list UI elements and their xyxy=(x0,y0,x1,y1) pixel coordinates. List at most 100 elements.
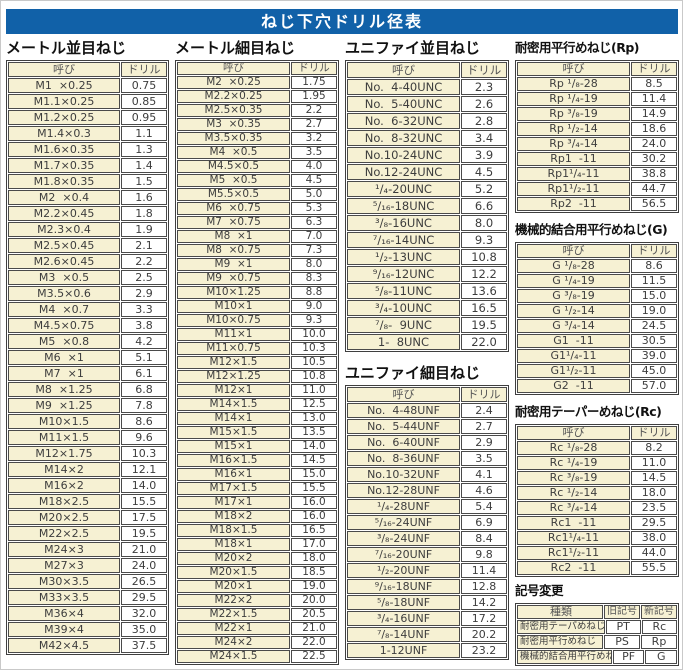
thread-name-cell: Rc ¹/₈-28 xyxy=(517,441,630,455)
table-row: No. 4-48UNF 2.4 xyxy=(347,403,507,418)
table-row: ¹/₂-13UNC 10.8 xyxy=(347,249,507,265)
value-cell: 14.0 xyxy=(291,440,337,453)
thread-name-cell: Rp ¹/₂-14 xyxy=(517,122,630,136)
value-cell: 21.0 xyxy=(121,542,167,557)
value-cell: 38.8 xyxy=(631,167,677,181)
table-row: M22×1 21.0 xyxy=(177,622,337,635)
table-row: 1- 8UNC 22.0 xyxy=(347,334,507,350)
table-row: Rp1 -11 30.2 xyxy=(517,152,677,166)
table-row: ⁷/₁₆-20UNF 9.8 xyxy=(347,547,507,562)
table-row: M12×1.75 10.3 xyxy=(8,446,167,461)
thread-name-cell: G ³/₄-14 xyxy=(517,319,630,333)
table-body: No. 4-40UNC 2.3 No. 5-40UNC 2.6 No. 6-32UNC 2… xyxy=(347,79,507,350)
value-cell: 0.85 xyxy=(121,94,167,109)
table-row: M30×3.5 26.5 xyxy=(8,574,167,589)
thread-name-cell: M8 ×1.25 xyxy=(8,382,120,397)
table-row: No.12-28UNF 4.6 xyxy=(347,483,507,498)
value-cell: 3.9 xyxy=(461,147,507,163)
thread-name-cell: Rc ³/₄-14 xyxy=(517,501,630,515)
value-cell: 6.9 xyxy=(461,515,507,530)
value-cell: 5.1 xyxy=(121,350,167,365)
value-cell: 8.6 xyxy=(121,414,167,429)
table-header-row: 呼び ドリル xyxy=(347,62,507,78)
table-header-row: 呼び ドリル xyxy=(517,244,677,258)
thread-name-cell: M1 ×0.25 xyxy=(8,78,120,93)
thread-name-cell: M24×2 xyxy=(177,636,290,649)
value-cell: 4.2 xyxy=(121,334,167,349)
value-cell: 1.1 xyxy=(121,126,167,141)
value-cell: 2.2 xyxy=(121,254,167,269)
value-cell: 16.0 xyxy=(291,510,337,523)
value-cell: 26.5 xyxy=(121,574,167,589)
table-row: M20×2.5 17.5 xyxy=(8,510,167,525)
value-cell: 5.2 xyxy=(461,181,507,197)
value-cell: 6.6 xyxy=(461,198,507,214)
thread-name-cell: ¹/₄-20UNC xyxy=(347,181,460,197)
table-body: No. 4-48UNF 2.4 No. 5-44UNF 2.7 No. 6-40UNF 2… xyxy=(347,403,507,658)
table-row: ⁷/₁₆-14UNC 9.3 xyxy=(347,232,507,248)
thread-name-cell: M18×1.5 xyxy=(177,524,290,537)
table-row: M8 ×0.75 7.3 xyxy=(177,244,337,257)
table-row: M14×1.5 12.5 xyxy=(177,398,337,411)
value-cell: 1.6 xyxy=(121,190,167,205)
value-cell: 7.3 xyxy=(291,244,337,257)
value-cell: 2.7 xyxy=(291,118,337,131)
table-unified-coarse: 呼び ドリル No. 4-40UNC 2.3 No. 5-40UNC 2.6 No. 6… xyxy=(345,60,509,352)
thread-name-cell: 耐密用テーパめねじ xyxy=(517,620,605,634)
table-row: ⁹/₁₆-12UNC 12.2 xyxy=(347,266,507,282)
thread-name-cell: M30×3.5 xyxy=(8,574,120,589)
value-cell: 3.2 xyxy=(291,132,337,145)
table-row: M2.6×0.45 2.2 xyxy=(8,254,167,269)
thread-name-cell: M39×4 xyxy=(8,622,120,637)
table-row: M12×1.25 10.8 xyxy=(177,370,337,383)
value-cell: 1.75 xyxy=(291,76,337,89)
table-row: M10×0.75 9.3 xyxy=(177,314,337,327)
thread-name-cell: Rp ³/₈-19 xyxy=(517,107,630,121)
thread-name-cell: M9 ×0.75 xyxy=(177,272,290,285)
table-row: M22×2 20.0 xyxy=(177,594,337,607)
table-row: M8 ×1.25 6.8 xyxy=(8,382,167,397)
value-cell: 17.2 xyxy=(461,611,507,626)
value-cell: 37.5 xyxy=(121,638,167,653)
value-cell: 7.8 xyxy=(121,398,167,413)
value-cell: 18.0 xyxy=(631,486,677,500)
thread-name-cell: ⁵/₁₆-18UNC xyxy=(347,198,460,214)
value-cell: 14.9 xyxy=(631,107,677,121)
table-row: M1 ×0.25 0.75 xyxy=(8,78,167,93)
thread-name-cell: ³/₈-16UNC xyxy=(347,215,460,231)
table-row: ¹/₄-20UNC 5.2 xyxy=(347,181,507,197)
table-row: M42×4.5 37.5 xyxy=(8,638,167,653)
table-row: G1 -11 30.5 xyxy=(517,334,677,348)
thread-name-cell: M3 ×0.5 xyxy=(8,270,120,285)
thread-name-cell: G ¹/₂-14 xyxy=(517,304,630,318)
table-row: M5 ×0.5 4.5 xyxy=(177,174,337,187)
value-cell: 44.7 xyxy=(631,182,677,196)
table-row: M6 ×0.75 5.3 xyxy=(177,202,337,215)
column-metric-coarse: メートル並目ねじ 呼び ドリル M1 ×0.25 0.75 M1.1×0.25 0.8… xyxy=(6,39,169,655)
thread-name-cell: M4.5×0.75 xyxy=(8,318,120,333)
table-row: M3 ×0.35 2.7 xyxy=(177,118,337,131)
thread-name-cell: M9 ×1 xyxy=(177,258,290,271)
column-header-old-symbol: 旧記号 xyxy=(604,605,640,619)
thread-name-cell: Rp ³/₄-14 xyxy=(517,137,630,151)
thread-name-cell: No. 6-32UNC xyxy=(347,113,460,129)
value-cell: 1.3 xyxy=(121,142,167,157)
value-cell: 6.3 xyxy=(291,216,337,229)
table-g: 呼び ドリル G ¹/₈-28 8.6 G ¹/₄-19 11.5 G ³/₈-19 15… xyxy=(515,242,679,395)
value-cell: 17.5 xyxy=(121,510,167,525)
table-row: Rc1 -11 29.5 xyxy=(517,516,677,530)
section-title-symbol-change: 記号変更 xyxy=(515,583,564,598)
thread-name-cell: M1.6×0.35 xyxy=(8,142,120,157)
value-cell: 8.5 xyxy=(631,77,677,91)
table-header-row: 種類 旧記号 新記号 xyxy=(517,605,677,619)
thread-name-cell: M15×1.5 xyxy=(177,426,290,439)
thread-name-cell: M16×1.5 xyxy=(177,454,290,467)
table-row: M27×3 24.0 xyxy=(8,558,167,573)
column-header-name: 呼び xyxy=(347,62,460,78)
thread-name-cell: G2 -11 xyxy=(517,379,630,393)
value-cell: 12.8 xyxy=(461,579,507,594)
table-header-row: 呼び ドリル xyxy=(177,62,337,75)
value-cell: 14.5 xyxy=(291,454,337,467)
table-body: M2 ×0.25 1.75 M2.2×0.25 1.95 M2.5×0.35 2.2 M3 … xyxy=(177,76,337,663)
table-row: ⁵/₈-18UNF 14.2 xyxy=(347,595,507,610)
